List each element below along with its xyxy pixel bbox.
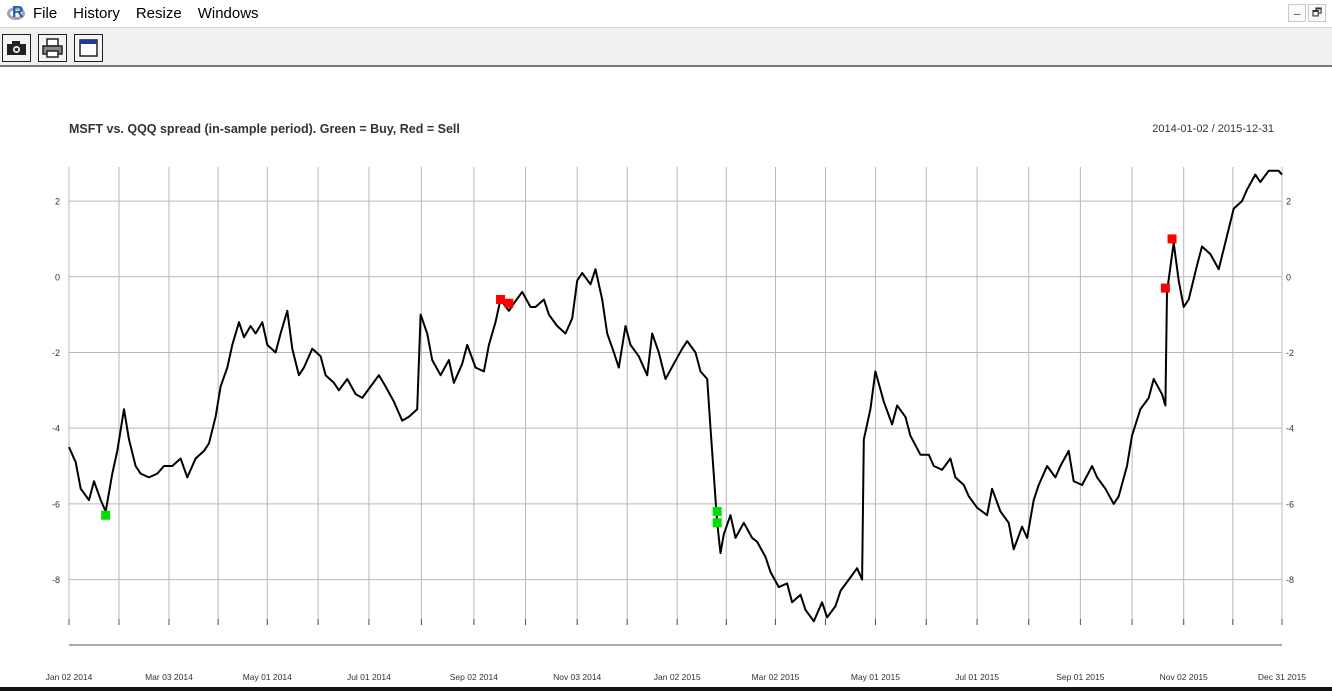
bottom-border — [0, 687, 1332, 691]
buy-signal-marker — [712, 518, 722, 528]
x-tick-label: May 01 2015 — [851, 672, 900, 682]
window-controls: – 🗗 — [1288, 4, 1326, 22]
y-tick-label-left: -2 — [52, 348, 60, 358]
date-range-label: 2014-01-02 / 2015-12-31 — [1152, 123, 1274, 135]
x-tick-label: Jul 01 2014 — [347, 672, 391, 682]
y-tick-label-left: -6 — [52, 499, 60, 509]
buy-signal-marker — [712, 506, 722, 516]
x-tick-label: Dec 31 2015 — [1258, 672, 1306, 682]
menu-bar: R File History Resize Windows – 🗗 — [0, 0, 1332, 27]
y-tick-label-left: -4 — [52, 424, 60, 434]
y-tick-label-right: -6 — [1286, 499, 1294, 509]
x-tick-label: Nov 02 2015 — [1160, 672, 1208, 682]
restore-button[interactable]: 🗗 — [1308, 4, 1326, 22]
x-tick-label: Sep 01 2015 — [1056, 672, 1104, 682]
menu-windows[interactable]: Windows — [197, 5, 259, 22]
x-tick-label: May 01 2014 — [243, 672, 292, 682]
y-tick-label-left: 0 — [55, 272, 60, 282]
menu-file[interactable]: File — [33, 5, 58, 22]
y-tick-label-left: 2 — [55, 197, 60, 207]
y-tick-label-left: -8 — [52, 575, 60, 585]
y-tick-label-right: 2 — [1286, 197, 1291, 207]
window-icon — [79, 39, 98, 57]
y-tick-label-right: -2 — [1286, 348, 1294, 358]
sell-signal-marker — [1167, 234, 1177, 244]
menu-history[interactable]: History — [73, 5, 120, 22]
print-button[interactable] — [38, 34, 67, 62]
menu-resize[interactable]: Resize — [135, 5, 182, 22]
x-tick-label: Jan 02 2014 — [46, 672, 93, 682]
toolbar — [0, 27, 1332, 67]
camera-icon — [7, 41, 26, 55]
y-tick-label-right: -8 — [1286, 575, 1294, 585]
printer-icon — [42, 38, 63, 58]
y-tick-label-right: -4 — [1286, 424, 1294, 434]
x-tick-label: Sep 02 2014 — [450, 672, 498, 682]
x-tick-label: Jan 02 2015 — [654, 672, 701, 682]
x-tick-label: Nov 03 2014 — [553, 672, 601, 682]
x-tick-label: Mar 02 2015 — [752, 672, 800, 682]
minimize-button[interactable]: – — [1288, 4, 1306, 22]
window-button[interactable] — [74, 34, 103, 62]
r-logo-icon: R — [7, 4, 25, 23]
spread-series-line — [68, 169, 1283, 623]
sell-signal-marker — [504, 298, 514, 308]
chart-title: MSFT vs. QQQ spread (in-sample period). … — [69, 122, 460, 136]
x-tick-label: Jul 01 2015 — [955, 672, 999, 682]
buy-signal-marker — [101, 510, 111, 520]
camera-button[interactable] — [2, 34, 31, 62]
sell-signal-marker — [1160, 283, 1170, 293]
y-tick-label-right: 0 — [1286, 272, 1291, 282]
x-tick-label: Mar 03 2014 — [145, 672, 193, 682]
sell-signal-marker — [496, 294, 506, 304]
